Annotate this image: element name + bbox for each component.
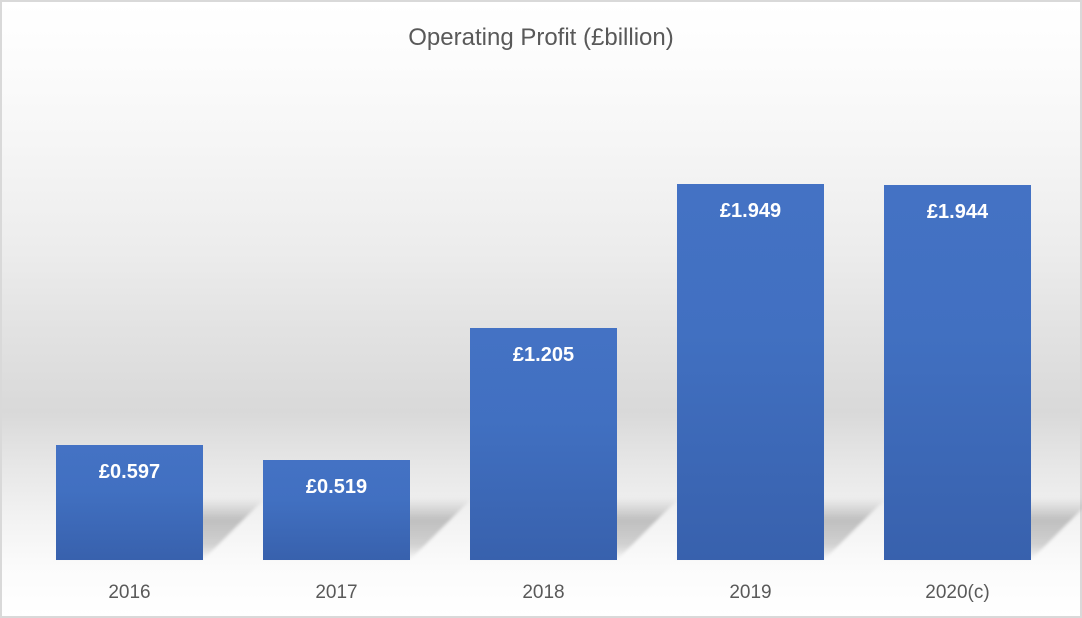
x-axis-label: 2016 [108, 582, 151, 603]
chart-title: Operating Profit (£billion) [408, 24, 674, 51]
bar-2017[interactable]: £0.519 [263, 460, 410, 560]
data-label: £1.949 [719, 200, 782, 222]
bar-2019[interactable]: £1.949 [677, 184, 824, 560]
data-label: £1.944 [926, 201, 989, 223]
data-label: £0.519 [305, 476, 368, 498]
x-axis-label: 2018 [522, 582, 565, 603]
bar-2020c[interactable]: £1.944 [884, 185, 1031, 560]
data-label: £1.205 [512, 344, 575, 366]
x-axis-label: 2019 [729, 582, 772, 603]
bar-2016[interactable]: £0.597 [56, 445, 203, 560]
data-label: £0.597 [98, 461, 161, 483]
x-axis-label: 2020(c) [925, 582, 990, 603]
x-axis-label: 2017 [315, 582, 358, 603]
bar-2018[interactable]: £1.205 [470, 328, 617, 560]
